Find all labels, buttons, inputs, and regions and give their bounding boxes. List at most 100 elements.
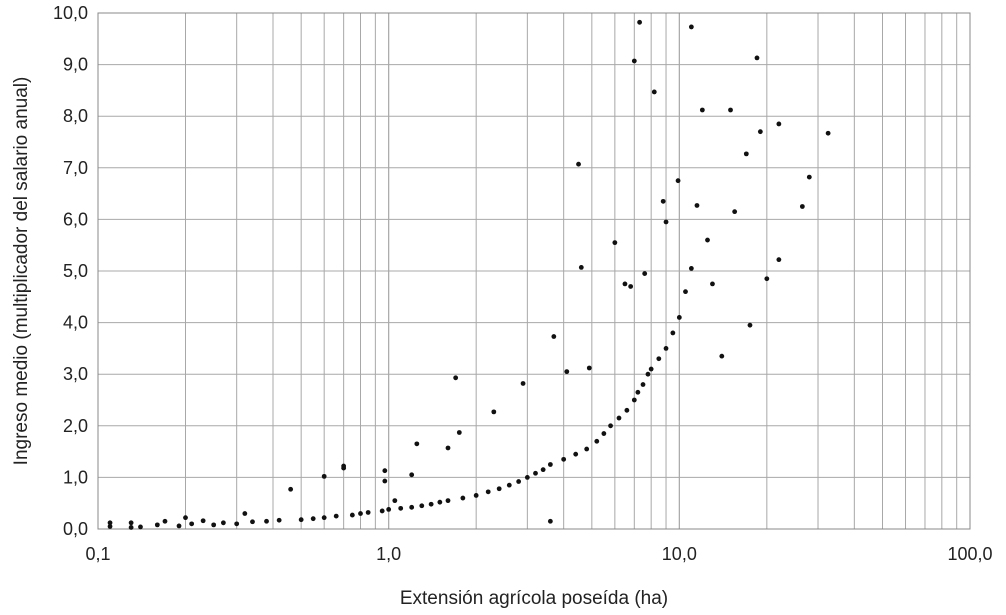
data-point — [710, 282, 715, 287]
y-tick-label: 8,0 — [63, 106, 88, 126]
data-point — [700, 108, 705, 113]
data-point — [299, 517, 304, 522]
data-point — [382, 479, 387, 484]
data-point — [277, 518, 282, 523]
x-tick-label: 100,0 — [947, 544, 992, 564]
y-tick-label: 5,0 — [63, 261, 88, 281]
y-tick-label: 0,0 — [63, 519, 88, 539]
data-point — [807, 175, 812, 180]
x-tick-labels: 0,1 1,0 10,0 100,0 — [85, 544, 992, 564]
x-tick-label: 1,0 — [376, 544, 401, 564]
data-point — [409, 505, 414, 510]
y-tick-label: 4,0 — [63, 313, 88, 333]
data-point — [755, 55, 760, 60]
data-point — [548, 519, 553, 524]
data-point — [474, 493, 479, 498]
data-point — [129, 525, 134, 530]
data-point — [776, 122, 781, 127]
data-point — [632, 398, 637, 403]
data-point — [211, 522, 216, 527]
data-point — [429, 502, 434, 507]
data-point — [608, 423, 613, 428]
data-point — [155, 522, 160, 527]
data-point — [612, 240, 617, 245]
data-point — [264, 519, 269, 524]
data-point — [221, 520, 226, 525]
data-point — [719, 354, 724, 359]
data-point — [521, 381, 526, 386]
data-point — [632, 59, 637, 64]
data-point — [409, 472, 414, 477]
data-point — [507, 483, 512, 488]
data-point — [683, 289, 688, 294]
data-point — [573, 452, 578, 457]
y-tick-label: 1,0 — [63, 467, 88, 487]
data-point — [457, 430, 462, 435]
data-point — [689, 25, 694, 30]
data-point — [108, 524, 113, 529]
data-point — [341, 464, 346, 469]
data-point — [392, 498, 397, 503]
data-point — [382, 468, 387, 473]
data-point — [242, 511, 247, 516]
x-tick-label: 0,1 — [85, 544, 110, 564]
data-point — [649, 367, 654, 372]
data-point — [705, 238, 710, 243]
data-point — [579, 265, 584, 270]
data-point — [642, 271, 647, 276]
data-point — [652, 90, 657, 95]
grid-lines — [98, 13, 970, 529]
data-point — [641, 382, 646, 387]
data-point — [676, 178, 681, 183]
data-point — [311, 516, 316, 521]
data-point — [288, 487, 293, 492]
data-point — [732, 209, 737, 214]
data-points — [108, 20, 831, 530]
y-tick-label: 2,0 — [63, 416, 88, 436]
data-point — [460, 496, 465, 501]
data-point — [446, 498, 451, 503]
y-axis-title: Ingreso medio (multiplicador del salario… — [11, 77, 32, 466]
data-point — [564, 369, 569, 374]
data-point — [525, 475, 530, 480]
y-tick-label: 9,0 — [63, 55, 88, 75]
data-point — [551, 334, 556, 339]
data-point — [446, 446, 451, 451]
data-point — [664, 346, 669, 351]
data-point — [695, 203, 700, 208]
data-point — [664, 220, 669, 225]
data-point — [677, 315, 682, 320]
y-tick-label: 6,0 — [63, 209, 88, 229]
data-point — [358, 511, 363, 516]
data-point — [561, 457, 566, 462]
data-point — [764, 276, 769, 281]
data-point — [601, 431, 606, 436]
data-point — [637, 20, 642, 25]
data-point — [177, 524, 182, 529]
data-point — [635, 390, 640, 395]
data-point — [366, 510, 371, 515]
data-point — [437, 500, 442, 505]
data-point — [758, 129, 763, 134]
data-point — [322, 515, 327, 520]
data-point — [129, 520, 134, 525]
data-point — [386, 507, 391, 512]
data-point — [656, 356, 661, 361]
data-point — [548, 462, 553, 467]
data-point — [138, 525, 143, 530]
data-point — [183, 515, 188, 520]
data-point — [201, 518, 206, 523]
x-tick-label: 10,0 — [662, 544, 697, 564]
data-point — [628, 284, 633, 289]
data-point — [533, 471, 538, 476]
data-point — [380, 509, 385, 514]
data-point — [728, 108, 733, 113]
data-point — [617, 416, 622, 421]
data-point — [350, 513, 355, 518]
data-point — [491, 409, 496, 414]
data-point — [250, 519, 255, 524]
data-point — [826, 131, 831, 136]
data-point — [497, 486, 502, 491]
data-point — [776, 257, 781, 262]
